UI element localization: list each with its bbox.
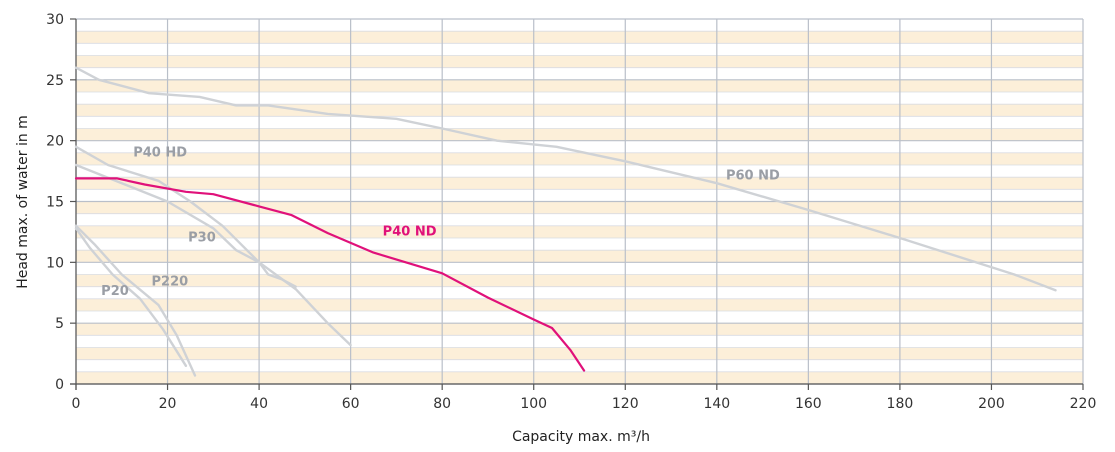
x-tick-label: 20 xyxy=(159,396,177,412)
series-label-p30: P30 xyxy=(188,231,216,246)
series-line-p60-nd xyxy=(74,66,1057,292)
y-tick-label: 10 xyxy=(46,255,64,271)
x-tick-label: 200 xyxy=(978,396,1005,412)
series-label-p60-nd: P60 ND xyxy=(726,169,780,184)
y-tick-label: 15 xyxy=(46,195,64,211)
x-tick-label: 40 xyxy=(250,396,268,412)
background-band xyxy=(76,347,1083,360)
x-axis-title: Capacity max. m³/h xyxy=(512,429,650,445)
y-axis-title: Head max. of water in m xyxy=(15,115,31,289)
series-line-p40-hd xyxy=(74,145,352,347)
y-tick-label: 25 xyxy=(46,73,64,89)
background-band xyxy=(76,55,1083,68)
background-band xyxy=(76,250,1083,263)
x-tick-label: 120 xyxy=(612,396,639,412)
x-tick-label: 220 xyxy=(1070,396,1097,412)
tick-labels: 0 20 40 60 80 100 120 140 160 180 200 220 0 5 10 15 20 25… xyxy=(46,12,1096,412)
x-tick-label: 160 xyxy=(795,396,822,412)
series-line-p40-nd xyxy=(74,177,586,372)
x-tick-label: 180 xyxy=(887,396,914,412)
background-band xyxy=(76,177,1083,190)
background-band xyxy=(76,323,1083,336)
series-lines xyxy=(74,66,1057,377)
y-tick-label: 0 xyxy=(55,377,64,393)
axes xyxy=(70,18,1084,390)
x-tick-label: 0 xyxy=(72,396,81,412)
background-band xyxy=(76,152,1083,165)
series-line-p220 xyxy=(74,224,197,377)
x-tick-label: 140 xyxy=(703,396,730,412)
x-tick-label: 60 xyxy=(342,396,360,412)
series-label-p220: P220 xyxy=(152,274,189,289)
background-band xyxy=(76,298,1083,311)
background-band xyxy=(76,274,1083,287)
background-band xyxy=(76,79,1083,92)
series-line-p20 xyxy=(74,227,188,367)
series-labels: P40 HD P30 P220 P20 P40 ND P60 ND xyxy=(101,145,780,299)
x-tick-label: 80 xyxy=(433,396,451,412)
background-band xyxy=(76,371,1083,384)
y-tick-label: 30 xyxy=(46,12,64,28)
y-tick-label: 20 xyxy=(46,134,64,150)
background-band xyxy=(76,201,1083,214)
background-band xyxy=(76,104,1083,117)
y-tick-label: 5 xyxy=(55,316,64,332)
background-band xyxy=(76,31,1083,44)
series-label-p40-nd: P40 ND xyxy=(383,225,437,240)
background-band xyxy=(76,225,1083,238)
series-label-p20: P20 xyxy=(101,284,129,299)
x-tick-label: 100 xyxy=(520,396,547,412)
series-label-p40-hd: P40 HD xyxy=(133,145,187,160)
series-line-p30 xyxy=(74,163,297,288)
background-band xyxy=(76,128,1083,141)
